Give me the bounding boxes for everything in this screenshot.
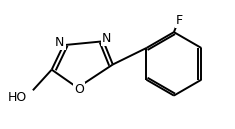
Text: O: O xyxy=(74,83,84,95)
Text: F: F xyxy=(176,14,183,27)
Text: N: N xyxy=(55,36,65,49)
Text: HO: HO xyxy=(7,91,27,104)
Text: N: N xyxy=(102,32,111,45)
